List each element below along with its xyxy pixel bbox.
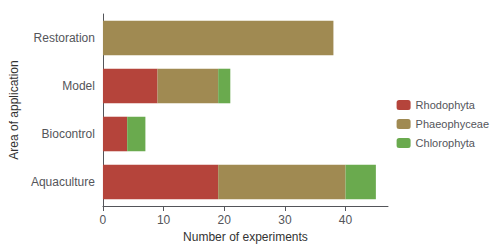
svg-text:40: 40 bbox=[339, 213, 353, 227]
svg-text:Model: Model bbox=[62, 79, 95, 93]
svg-text:20: 20 bbox=[218, 213, 232, 227]
svg-text:30: 30 bbox=[278, 213, 292, 227]
svg-text:10: 10 bbox=[157, 213, 171, 227]
svg-text:0: 0 bbox=[100, 213, 107, 227]
svg-text:Phaeophyceae: Phaeophyceae bbox=[416, 118, 489, 130]
svg-text:Rhodophyta: Rhodophyta bbox=[416, 99, 476, 111]
svg-text:Aquaculture: Aquaculture bbox=[31, 175, 95, 189]
svg-text:Area of application: Area of application bbox=[7, 60, 21, 159]
svg-text:Chlorophyta: Chlorophyta bbox=[416, 137, 476, 149]
svg-text:Number of experiments: Number of experiments bbox=[183, 230, 308, 244]
svg-text:Biocontrol: Biocontrol bbox=[42, 127, 95, 141]
svg-text:Restoration: Restoration bbox=[34, 31, 95, 45]
